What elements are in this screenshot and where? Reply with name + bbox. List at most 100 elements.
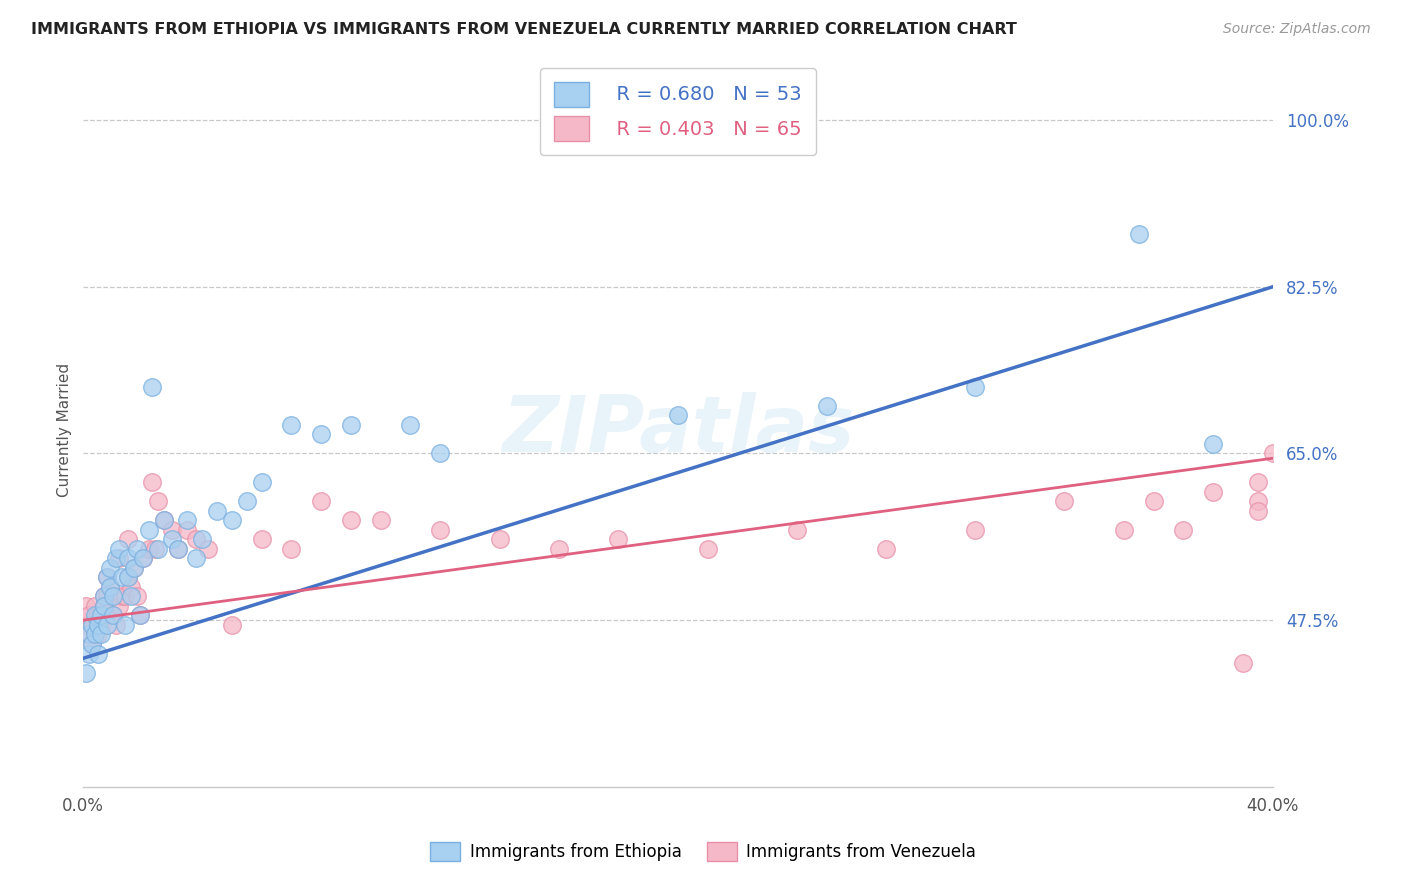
Point bbox=[162, 523, 184, 537]
Point bbox=[101, 608, 124, 623]
Point bbox=[236, 494, 259, 508]
Point bbox=[111, 570, 134, 584]
Point bbox=[105, 618, 128, 632]
Point bbox=[152, 513, 174, 527]
Point bbox=[108, 551, 131, 566]
Point bbox=[786, 523, 808, 537]
Point bbox=[666, 409, 689, 423]
Point bbox=[111, 590, 134, 604]
Point bbox=[101, 590, 124, 604]
Point bbox=[141, 475, 163, 489]
Point bbox=[96, 590, 118, 604]
Point bbox=[138, 523, 160, 537]
Point bbox=[87, 608, 110, 623]
Point bbox=[117, 570, 139, 584]
Point bbox=[162, 532, 184, 546]
Point bbox=[1053, 494, 1076, 508]
Point bbox=[120, 580, 142, 594]
Point bbox=[186, 551, 208, 566]
Point bbox=[87, 618, 110, 632]
Point bbox=[122, 561, 145, 575]
Point bbox=[93, 590, 115, 604]
Point bbox=[176, 513, 198, 527]
Point bbox=[250, 475, 273, 489]
Point bbox=[90, 618, 112, 632]
Point bbox=[167, 541, 190, 556]
Point bbox=[117, 570, 139, 584]
Point bbox=[250, 532, 273, 546]
Point bbox=[696, 541, 718, 556]
Point bbox=[84, 627, 107, 641]
Point bbox=[132, 551, 155, 566]
Point bbox=[77, 627, 100, 641]
Point bbox=[84, 608, 107, 623]
Point bbox=[101, 590, 124, 604]
Text: ZIPatlas: ZIPatlas bbox=[502, 392, 853, 467]
Point bbox=[108, 599, 131, 613]
Point bbox=[93, 599, 115, 613]
Point bbox=[82, 637, 104, 651]
Point bbox=[340, 417, 363, 432]
Point bbox=[875, 541, 897, 556]
Point bbox=[101, 608, 124, 623]
Point bbox=[128, 608, 150, 623]
Point bbox=[138, 541, 160, 556]
Point bbox=[280, 417, 302, 432]
Legend: Immigrants from Ethiopia, Immigrants from Venezuela: Immigrants from Ethiopia, Immigrants fro… bbox=[423, 835, 983, 868]
Point bbox=[280, 541, 302, 556]
Point bbox=[370, 513, 392, 527]
Point bbox=[90, 608, 112, 623]
Point bbox=[309, 427, 332, 442]
Point bbox=[1143, 494, 1166, 508]
Point bbox=[114, 618, 136, 632]
Point bbox=[77, 627, 100, 641]
Point bbox=[87, 647, 110, 661]
Point bbox=[125, 590, 148, 604]
Point bbox=[117, 532, 139, 546]
Point bbox=[117, 551, 139, 566]
Point bbox=[152, 513, 174, 527]
Point bbox=[141, 380, 163, 394]
Point bbox=[105, 551, 128, 566]
Point bbox=[965, 380, 987, 394]
Point bbox=[84, 599, 107, 613]
Point bbox=[1247, 503, 1270, 517]
Point bbox=[1112, 523, 1135, 537]
Point bbox=[84, 627, 107, 641]
Point bbox=[96, 570, 118, 584]
Point bbox=[191, 532, 214, 546]
Point bbox=[965, 523, 987, 537]
Point bbox=[132, 551, 155, 566]
Point bbox=[90, 627, 112, 641]
Point bbox=[176, 523, 198, 537]
Point bbox=[1173, 523, 1195, 537]
Y-axis label: Currently Married: Currently Married bbox=[58, 363, 72, 497]
Point bbox=[93, 590, 115, 604]
Point bbox=[399, 417, 422, 432]
Point bbox=[1247, 475, 1270, 489]
Point bbox=[1202, 484, 1225, 499]
Point bbox=[197, 541, 219, 556]
Point bbox=[82, 637, 104, 651]
Point bbox=[96, 618, 118, 632]
Point bbox=[98, 580, 121, 594]
Point bbox=[1261, 446, 1284, 460]
Text: IMMIGRANTS FROM ETHIOPIA VS IMMIGRANTS FROM VENEZUELA CURRENTLY MARRIED CORRELAT: IMMIGRANTS FROM ETHIOPIA VS IMMIGRANTS F… bbox=[31, 22, 1017, 37]
Point bbox=[93, 599, 115, 613]
Point bbox=[146, 541, 169, 556]
Point bbox=[309, 494, 332, 508]
Legend:   R = 0.680   N = 53,   R = 0.403   N = 65: R = 0.680 N = 53, R = 0.403 N = 65 bbox=[540, 68, 815, 155]
Point bbox=[1232, 656, 1254, 670]
Point bbox=[815, 399, 838, 413]
Point bbox=[205, 503, 228, 517]
Point bbox=[128, 608, 150, 623]
Point bbox=[96, 570, 118, 584]
Point bbox=[548, 541, 571, 556]
Point bbox=[488, 532, 510, 546]
Point bbox=[77, 608, 100, 623]
Point bbox=[125, 541, 148, 556]
Point bbox=[77, 647, 100, 661]
Point bbox=[122, 561, 145, 575]
Point bbox=[607, 532, 630, 546]
Point bbox=[98, 580, 121, 594]
